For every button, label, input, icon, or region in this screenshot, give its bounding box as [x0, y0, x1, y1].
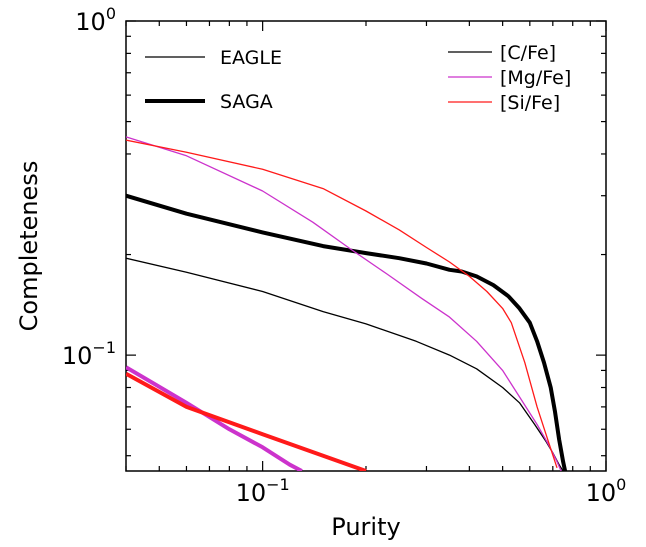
series-line-saga-sife: [126, 371, 367, 471]
tick-labels: 10−1 100 10−1 100: [62, 4, 627, 507]
legend-label-sife: [Si/Fe]: [500, 92, 560, 114]
series-line-eagle-sife: [126, 139, 558, 469]
series-group: [126, 136, 568, 471]
y-tick-label: 10−1: [62, 338, 116, 370]
legend-elements: [C/Fe] [Mg/Fe] [Si/Fe]: [448, 42, 571, 114]
axis-ticks: [125, 20, 607, 471]
x-axis-label: Purity: [331, 513, 400, 541]
legend-label-cfe: [C/Fe]: [500, 42, 556, 64]
series-line-saga-mgfe: [126, 365, 303, 471]
series-line-eagle-mgfe: [126, 136, 562, 471]
legend-label-saga: SAGA: [220, 91, 273, 113]
series-line-saga-cfe: [126, 193, 568, 471]
x-tick-label: 10−1: [236, 475, 290, 507]
legend-linestyle: EAGLE SAGA: [145, 47, 282, 113]
legend-label-mgfe: [Mg/Fe]: [500, 67, 571, 89]
legend-label-eagle: EAGLE: [220, 47, 282, 69]
y-axis-label: Completeness: [15, 161, 43, 332]
x-tick-label: 100: [586, 475, 627, 507]
y-tick-label: 100: [75, 4, 116, 36]
